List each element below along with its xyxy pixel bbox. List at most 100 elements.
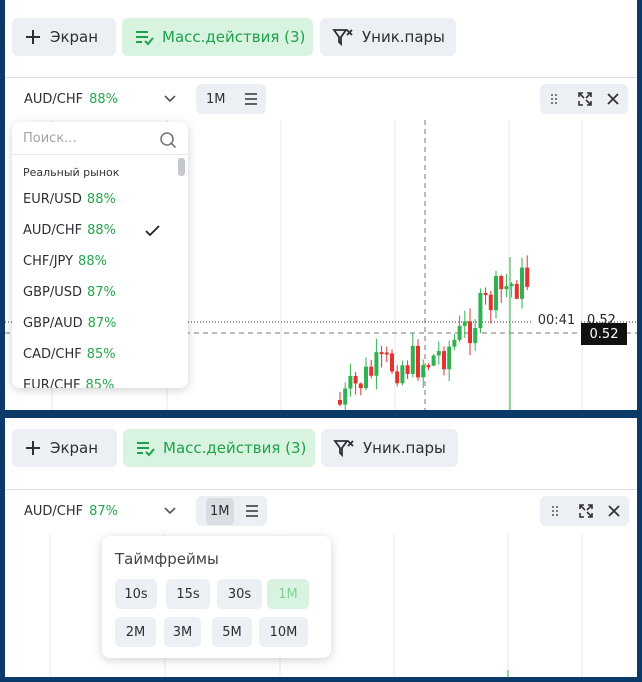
- timeframe-option[interactable]: 10s: [115, 579, 157, 609]
- candle: [374, 352, 379, 376]
- candle: [384, 352, 389, 355]
- payout: 88%: [78, 254, 107, 269]
- search-input[interactable]: Поиск...: [23, 131, 77, 146]
- candle: [509, 283, 514, 287]
- expand-icon[interactable]: [578, 503, 594, 519]
- price-label: 0.52: [581, 323, 627, 345]
- candle: [410, 345, 415, 374]
- candle: [514, 283, 519, 299]
- candle: [426, 365, 431, 368]
- mass-actions-button[interactable]: Масс.действия (3): [122, 18, 313, 56]
- candle: [457, 325, 462, 340]
- pair-option[interactable]: CHF/JPY 88%: [23, 254, 107, 269]
- list-icon: [137, 442, 155, 457]
- pair-option[interactable]: CAD/CHF 85%: [23, 347, 116, 362]
- timeframe-option[interactable]: 30s: [217, 579, 262, 609]
- candle: [369, 366, 374, 376]
- pair-option[interactable]: GBP/AUD 87%: [23, 316, 117, 331]
- payout: 88%: [87, 223, 117, 238]
- timeframe-option[interactable]: 2M: [115, 617, 156, 647]
- chart-controls: [540, 496, 629, 526]
- screen-button[interactable]: Экран: [12, 429, 117, 467]
- candle: [379, 352, 384, 355]
- candle: [395, 371, 400, 384]
- candle: [473, 328, 478, 344]
- label: Масс.действия (3): [163, 439, 307, 457]
- payout: 87%: [89, 503, 119, 519]
- timeframe-option[interactable]: 15s: [166, 579, 210, 609]
- candle: [452, 339, 457, 347]
- close-icon[interactable]: [607, 504, 621, 518]
- timeframe-option[interactable]: 1M: [267, 579, 309, 609]
- candle: [353, 375, 358, 384]
- pair-option[interactable]: AUD/CHF 88%: [23, 223, 116, 238]
- candle: [338, 400, 342, 405]
- pair-dropdown: Поиск... Реальный рынок EUR/USD 88% AUD/CH…: [12, 122, 188, 388]
- chart-area: [5, 120, 637, 410]
- pair: AUD/CHF: [23, 223, 83, 238]
- menu-icon: [245, 93, 257, 105]
- close-icon[interactable]: [606, 92, 620, 106]
- label: Уник.пары: [363, 439, 446, 457]
- label: Масс.действия (3): [162, 28, 306, 46]
- pair: EUR/CHF: [23, 378, 81, 388]
- timeframe-popup: Таймфреймы 10s 15s 30s 1M 2M 3M 5M 10M: [102, 536, 331, 658]
- expand-icon[interactable]: [577, 91, 593, 107]
- mass-actions-button[interactable]: Масс.действия (3): [123, 429, 315, 467]
- payout: 88%: [86, 192, 116, 207]
- pair-option[interactable]: EUR/CHF 85%: [23, 378, 114, 388]
- pair: CHF/JPY: [23, 254, 74, 269]
- candle: [525, 267, 530, 287]
- label: Экран: [50, 28, 99, 46]
- unique-pairs-button[interactable]: Уник.пары: [320, 18, 456, 56]
- candle: [400, 365, 405, 384]
- timeframe-option[interactable]: 5M: [212, 617, 252, 647]
- search-icon: [160, 132, 177, 149]
- payout: 85%: [86, 347, 116, 362]
- plus-icon: [26, 30, 40, 44]
- menu-icon: [246, 505, 258, 517]
- label: Уник.пары: [362, 28, 445, 46]
- candle: [504, 286, 509, 290]
- candle: [405, 365, 410, 374]
- top-panel: Экран Масс.действия (3) Уник.пары AUD/CH…: [5, 0, 637, 410]
- candle: [442, 351, 446, 370]
- pair-option[interactable]: EUR/USD 88%: [23, 192, 116, 207]
- time-label: 00:41: [533, 313, 580, 332]
- timeframe: 1M: [206, 497, 234, 525]
- pair: AUD/CHF: [24, 91, 84, 107]
- grid-icon[interactable]: [550, 93, 562, 105]
- pair: CAD/CHF: [23, 347, 82, 362]
- pair: AUD/CHF: [24, 503, 84, 519]
- candle: [468, 321, 472, 344]
- candle: [390, 353, 394, 372]
- grid-icon[interactable]: [551, 505, 563, 517]
- list-icon: [136, 31, 154, 46]
- candle: [494, 276, 498, 311]
- timeframe-button[interactable]: 1M: [196, 84, 266, 114]
- chart-canvas: [5, 120, 637, 410]
- pair: EUR/USD: [23, 192, 82, 207]
- candle: [488, 294, 493, 311]
- pair-select[interactable]: AUD/CHF 88%: [12, 84, 188, 114]
- timeframe: 1M: [206, 91, 226, 107]
- timeframe-button[interactable]: 1M: [196, 496, 267, 526]
- candle: [483, 292, 488, 295]
- label: Экран: [50, 439, 99, 457]
- chevron: [164, 95, 176, 103]
- filter-icon: [332, 29, 353, 47]
- filter-icon: [333, 440, 354, 458]
- pair-select[interactable]: AUD/CHF 87%: [12, 496, 188, 526]
- unique-pairs-button[interactable]: Уник.пары: [321, 429, 458, 467]
- timeframe-option[interactable]: 10M: [259, 617, 308, 647]
- candle: [436, 351, 441, 356]
- pair-option[interactable]: GBP/USD 87%: [23, 285, 116, 300]
- candle: [520, 267, 524, 299]
- screen-button[interactable]: Экран: [12, 18, 116, 56]
- payout: 88%: [89, 91, 119, 107]
- candle: [343, 388, 348, 405]
- pair: GBP/AUD: [23, 316, 83, 331]
- timeframe-option[interactable]: 3M: [164, 617, 201, 647]
- check-icon: [145, 225, 160, 237]
